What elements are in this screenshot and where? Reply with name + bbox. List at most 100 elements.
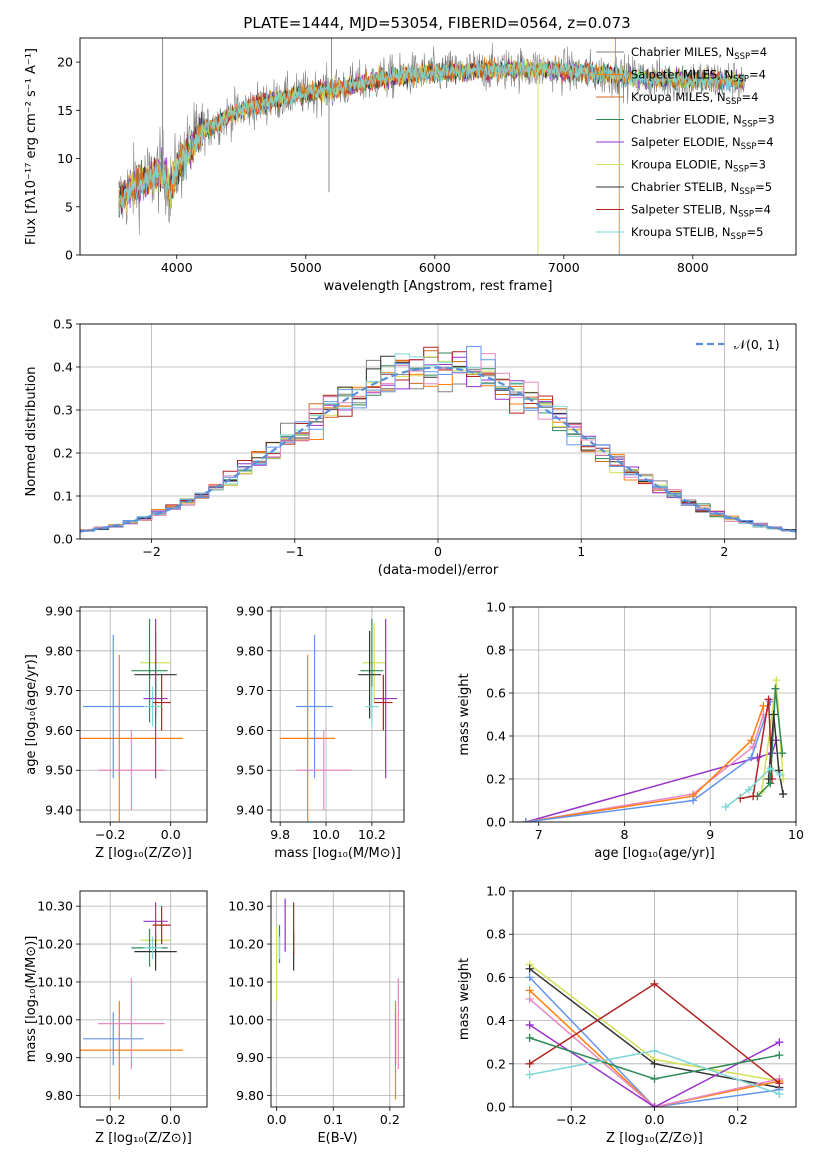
weight-series-line: [525, 714, 765, 822]
y-tick-label: 0.4: [486, 1013, 506, 1028]
y-tick-label: 0.1: [53, 489, 73, 504]
weight-series-line: [529, 976, 780, 1107]
weight-point-marker: [775, 1038, 784, 1047]
y-tick-label: 9.70: [236, 683, 264, 698]
weight-point-marker: [650, 979, 659, 988]
x-tick-label: 4000: [161, 260, 193, 275]
x-axis-label: wavelength [Angstrom, rest frame]: [324, 279, 553, 294]
x-tick-label: 5000: [290, 260, 322, 275]
plot-area: [525, 960, 784, 1107]
plot-area: [80, 902, 183, 1100]
x-tick-label: 0.0: [161, 1112, 181, 1127]
x-axis-label: mass [log₁₀(M/M⊙)]: [274, 846, 401, 861]
y-tick-label: 5: [65, 199, 73, 214]
x-axis-label: E(B-V): [317, 1131, 357, 1146]
x-tick-label: 9.8: [270, 827, 290, 842]
weight-point-marker: [525, 964, 534, 973]
y-tick-label: 0.4: [53, 360, 73, 375]
y-tick-label: 10.10: [228, 974, 264, 989]
y-tick-label: 10.00: [228, 1012, 264, 1027]
weight-point-marker: [771, 684, 780, 693]
weight-series-line: [756, 688, 784, 797]
weight-series-line: [767, 714, 784, 795]
y-tick-label: 0.0: [486, 815, 506, 830]
x-tick-label: −0.2: [556, 1112, 586, 1127]
y-tick-label: 10.30: [37, 899, 73, 914]
mass-vs-metallicity-panel: −0.2 0.0 9.80 9.90 10.00 10.10 10.20 10.30 Z [lo…: [24, 890, 208, 1146]
x-tick-label: 0.0: [267, 1112, 287, 1127]
y-tick-label: 9.90: [45, 1050, 73, 1065]
weight-point-marker: [749, 792, 758, 801]
x-tick-label: −0.2: [95, 1112, 125, 1127]
legend-entry: Kroupa STELIB, NSSP=5: [631, 225, 763, 242]
x-tick-label: 9: [706, 827, 714, 842]
x-tick-label: 0.0: [161, 827, 181, 842]
legend-entry: Chabrier STELIB, NSSP=5: [631, 180, 772, 197]
x-axis-label: (data-model)/error: [378, 563, 499, 578]
x-tick-label: 2: [720, 544, 728, 559]
plot-area: [280, 618, 398, 822]
x-tick-label: 7000: [548, 260, 580, 275]
spectrum-panel: 4000 5000 6000 7000 8000 0 5 10 15 20 wavelength […: [24, 37, 797, 294]
axes-frame: [79, 37, 797, 256]
y-tick-label: 9.90: [45, 603, 73, 618]
y-tick-label: 9.40: [45, 803, 73, 818]
weight-point-marker: [525, 986, 534, 995]
weight-point-marker: [525, 1059, 534, 1068]
y-tick-label: 9.50: [236, 763, 264, 778]
weight-point-marker: [721, 802, 730, 811]
weight-series-line: [525, 740, 778, 822]
weight-series-line: [525, 705, 765, 822]
x-axis-label: Z [log₁₀(Z/Z⊙)]: [606, 1131, 703, 1146]
legend-entry: Salpeter STELIB, NSSP=4: [631, 203, 771, 220]
x-axis-label: age [log₁₀(age/yr)]: [594, 846, 715, 861]
weight-point-marker: [759, 701, 768, 710]
y-tick-label: 9.60: [236, 723, 264, 738]
x-tick-label: −1: [286, 544, 304, 559]
axes-frame: [512, 890, 797, 1108]
weight-series-line: [725, 767, 781, 808]
histogram-step: [80, 345, 796, 532]
plot-area: [521, 676, 788, 822]
weight-point-marker: [650, 1103, 659, 1107]
plot-area: [80, 618, 183, 822]
x-tick-label: 8: [621, 827, 629, 842]
y-tick-label: 0.6: [486, 970, 506, 985]
weight-point-marker: [650, 1059, 659, 1068]
y-tick-label: 9.60: [45, 723, 73, 738]
y-tick-label: 0.0: [53, 532, 73, 547]
x-axis-label: Z [log₁₀(Z/Z⊙)]: [95, 846, 192, 861]
axes-frame: [79, 606, 208, 823]
x-tick-label: 0.1: [323, 1112, 343, 1127]
y-tick-label: 9.40: [236, 803, 264, 818]
y-tick-label: 10: [57, 151, 73, 166]
weight-point-marker: [766, 779, 775, 788]
legend-entry: Kroupa ELODIE, NSSP=3: [631, 158, 766, 175]
y-tick-label: 9.90: [236, 1050, 264, 1065]
y-tick-label: 10.20: [228, 937, 264, 952]
y-tick-label: 0.2: [53, 446, 73, 461]
weight-point-marker: [766, 764, 775, 773]
weight-point-marker: [525, 1020, 534, 1029]
weight-point-marker: [776, 770, 785, 779]
y-tick-label: 0.8: [486, 927, 506, 942]
y-tick-label: 15: [57, 103, 73, 118]
x-tick-label: 0: [434, 544, 442, 559]
y-tick-label: 0.6: [486, 686, 506, 701]
axes-frame: [512, 606, 797, 823]
weight-point-marker: [772, 676, 781, 685]
x-tick-label: 8000: [677, 260, 709, 275]
x-tick-label: 10: [788, 827, 804, 842]
weight-point-marker: [525, 995, 534, 1003]
weight-point-marker: [778, 749, 787, 758]
y-tick-label: 0: [65, 248, 73, 263]
y-axis-label: Flux [fλ10⁻¹⁷ erg cm⁻² s⁻¹ A⁻¹]: [24, 48, 39, 245]
x-tick-label: 10.0: [312, 827, 340, 842]
x-tick-label: 0.2: [380, 1112, 400, 1127]
y-tick-label: 0.5: [53, 317, 73, 332]
weight-point-marker: [775, 1090, 784, 1099]
y-tick-label: 0.0: [486, 1100, 506, 1115]
y-tick-label: 20: [57, 55, 73, 70]
weight-series-line: [525, 701, 772, 822]
x-tick-label: 0.2: [728, 1112, 748, 1127]
